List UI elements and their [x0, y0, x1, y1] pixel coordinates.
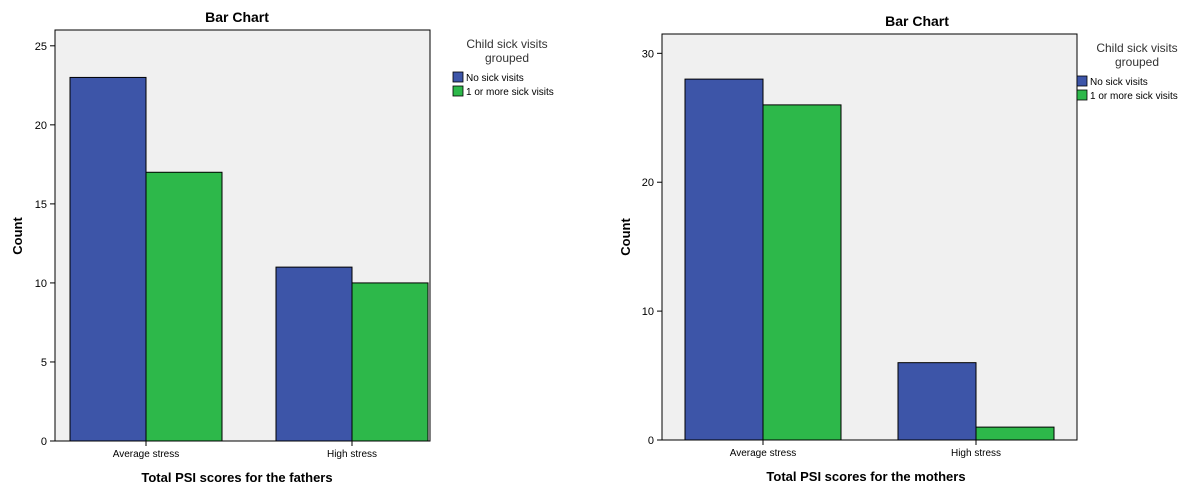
- y-tick-label: 10: [35, 278, 47, 290]
- legend-label-no-sick-visits: No sick visits: [466, 73, 524, 84]
- bar-high-stress-1-or-more-sick-visits: [351, 282, 429, 442]
- bar-average-stress-1-or-more-sick-visits: [762, 104, 842, 441]
- legend-swatch-sick-visits: [452, 85, 464, 97]
- mothers-chart-svg: Bar Chart 0 10 20 30 Average stress High str…: [618, 13, 1178, 484]
- legend: Child sick visits grouped No sick visits…: [452, 37, 554, 98]
- x-tick-label-high-stress: High stress: [951, 448, 1001, 459]
- legend-swatch-no-sick-visits: [1076, 75, 1088, 87]
- y-tick-label: 5: [41, 357, 47, 369]
- chart-title: Bar Chart: [205, 9, 269, 25]
- legend-label-no-sick-visits: No sick visits: [1090, 77, 1148, 88]
- bar-average-stress-no-sick-visits: [684, 78, 764, 441]
- legend-title-line2: grouped: [485, 51, 529, 65]
- x-axis-label: Total PSI scores for the fathers: [141, 470, 332, 485]
- y-tick-label: 0: [41, 436, 47, 448]
- x-axis-ticks: Average stress High stress: [730, 440, 1001, 459]
- bar-high-stress-no-sick-visits: [275, 266, 353, 442]
- x-tick-label-average-stress: Average stress: [113, 449, 180, 460]
- y-tick-label: 0: [648, 435, 654, 447]
- legend: Child sick visits grouped No sick visits…: [1076, 41, 1178, 102]
- legend-swatch-sick-visits: [1076, 89, 1088, 101]
- legend-label-sick-visits: 1 or more sick visits: [1090, 91, 1178, 102]
- x-tick-label-average-stress: Average stress: [730, 448, 797, 459]
- bar-average-stress-no-sick-visits: [69, 76, 147, 442]
- legend-title-line1: Child sick visits: [466, 37, 547, 51]
- legend-label-sick-visits: 1 or more sick visits: [466, 87, 554, 98]
- bars-group: [69, 76, 429, 442]
- fathers-chart-svg: Bar Chart 0 5 10 15 20 25 Average stress High …: [10, 9, 554, 485]
- y-axis-label: Count: [10, 217, 25, 255]
- y-tick-label: 20: [642, 177, 654, 189]
- y-axis-ticks: 0 5 10 15 20 25: [35, 41, 55, 448]
- legend-swatch-no-sick-visits: [452, 71, 464, 83]
- legend-title-line1: Child sick visits: [1096, 41, 1177, 55]
- y-tick-label: 20: [35, 120, 47, 132]
- bar-high-stress-no-sick-visits: [897, 362, 977, 441]
- x-axis-ticks: Average stress High stress: [113, 441, 377, 460]
- x-tick-label-high-stress: High stress: [327, 449, 377, 460]
- bars-group: [684, 78, 1055, 441]
- y-tick-label: 25: [35, 41, 47, 53]
- bar-average-stress-1-or-more-sick-visits: [145, 171, 223, 442]
- y-tick-label: 15: [35, 199, 47, 211]
- mothers-bar-chart: Bar Chart 0 10 20 30 Average stress High str…: [600, 0, 1189, 487]
- fathers-bar-chart: Bar Chart 0 5 10 15 20 25 Average stress High …: [0, 0, 594, 487]
- chart-title: Bar Chart: [885, 13, 949, 29]
- legend-title-line2: grouped: [1115, 55, 1159, 69]
- bar-high-stress-1-or-more-sick-visits: [975, 426, 1055, 441]
- y-tick-label: 10: [642, 306, 654, 318]
- y-axis-ticks: 0 10 20 30: [642, 48, 662, 447]
- y-axis-label: Count: [618, 218, 633, 256]
- x-axis-label: Total PSI scores for the mothers: [766, 469, 965, 484]
- y-tick-label: 30: [642, 48, 654, 60]
